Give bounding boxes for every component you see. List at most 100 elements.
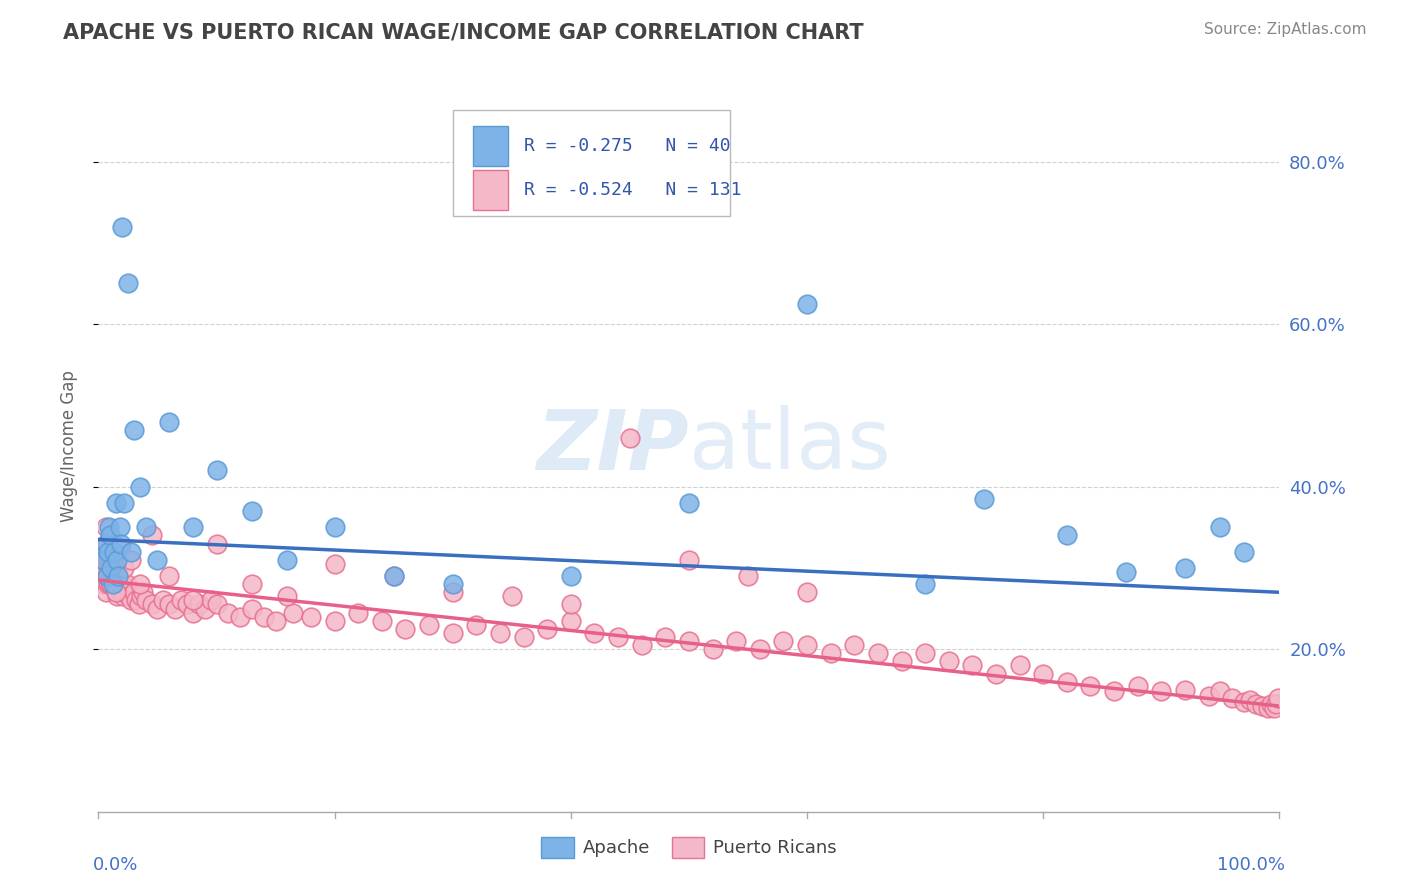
Point	[181, 593, 204, 607]
Point	[98, 528, 121, 542]
Point	[973, 491, 995, 506]
Point	[205, 598, 228, 612]
Point	[914, 577, 936, 591]
FancyBboxPatch shape	[453, 110, 730, 216]
Point	[371, 614, 394, 628]
Point	[678, 634, 700, 648]
Point	[1264, 698, 1286, 712]
Point	[93, 553, 115, 567]
Point	[283, 606, 305, 620]
Point	[111, 577, 134, 591]
Point	[844, 638, 866, 652]
Text: APACHE VS PUERTO RICAN WAGE/INCOME GAP CORRELATION CHART: APACHE VS PUERTO RICAN WAGE/INCOME GAP C…	[63, 22, 863, 42]
Point	[97, 577, 120, 591]
FancyBboxPatch shape	[472, 170, 508, 211]
Point	[105, 590, 128, 604]
Point	[187, 598, 209, 612]
Point	[98, 561, 121, 575]
Point	[128, 598, 150, 612]
Point	[96, 569, 118, 583]
Point	[1233, 544, 1256, 558]
Point	[323, 520, 346, 534]
Point	[501, 590, 523, 604]
Point	[121, 553, 143, 567]
Point	[299, 609, 322, 624]
Point	[489, 626, 512, 640]
Point	[1032, 666, 1054, 681]
Point	[105, 585, 128, 599]
Point	[1056, 528, 1078, 542]
Point	[176, 598, 198, 612]
Point	[111, 219, 134, 234]
Point	[101, 553, 124, 567]
Point	[135, 593, 157, 607]
Point	[205, 536, 228, 550]
Point	[418, 617, 440, 632]
Point	[104, 581, 127, 595]
Point	[98, 544, 121, 558]
Point	[276, 553, 298, 567]
Point	[118, 590, 141, 604]
Point	[441, 626, 464, 640]
Point	[583, 626, 606, 640]
Point	[107, 581, 129, 595]
Point	[382, 569, 405, 583]
Point	[229, 609, 252, 624]
Point	[725, 634, 748, 648]
Point	[125, 593, 148, 607]
Point	[820, 646, 842, 660]
Point	[607, 630, 630, 644]
Point	[146, 553, 169, 567]
Point	[93, 553, 115, 567]
Text: 100.0%: 100.0%	[1218, 855, 1285, 873]
Point	[122, 585, 145, 599]
Point	[121, 593, 143, 607]
Point	[1056, 674, 1078, 689]
Point	[91, 561, 114, 575]
Point	[97, 544, 120, 558]
Point	[112, 585, 135, 599]
Point	[157, 415, 180, 429]
Point	[748, 642, 770, 657]
Point	[737, 569, 759, 583]
Point	[441, 577, 464, 591]
Point	[101, 569, 124, 583]
Point	[914, 646, 936, 660]
Point	[108, 573, 131, 587]
Point	[181, 606, 204, 620]
Point	[170, 593, 193, 607]
Point	[112, 496, 135, 510]
Point	[194, 601, 217, 615]
Point	[100, 561, 122, 575]
Point	[560, 598, 582, 612]
Point	[323, 557, 346, 571]
Point	[96, 536, 118, 550]
Point	[107, 569, 129, 583]
Point	[94, 544, 117, 558]
FancyBboxPatch shape	[472, 126, 508, 166]
Point	[110, 536, 132, 550]
Point	[1150, 684, 1173, 698]
Point	[560, 569, 582, 583]
Point	[619, 431, 641, 445]
Point	[94, 536, 117, 550]
Point	[94, 520, 117, 534]
Point	[121, 544, 143, 558]
Point	[1250, 699, 1272, 714]
Text: Source: ZipAtlas.com: Source: ZipAtlas.com	[1204, 22, 1367, 37]
Point	[1174, 682, 1197, 697]
Text: R = -0.524   N = 131: R = -0.524 N = 131	[523, 181, 741, 199]
Point	[630, 638, 652, 652]
Legend: Apache, Puerto Ricans: Apache, Puerto Ricans	[534, 830, 844, 865]
Point	[104, 569, 127, 583]
Text: ZIP: ZIP	[536, 406, 689, 486]
Point	[152, 593, 174, 607]
Point	[93, 577, 115, 591]
Point	[157, 598, 180, 612]
Point	[115, 577, 138, 591]
Point	[441, 585, 464, 599]
Point	[105, 496, 128, 510]
Point	[240, 504, 263, 518]
Point	[105, 577, 128, 591]
Point	[678, 553, 700, 567]
